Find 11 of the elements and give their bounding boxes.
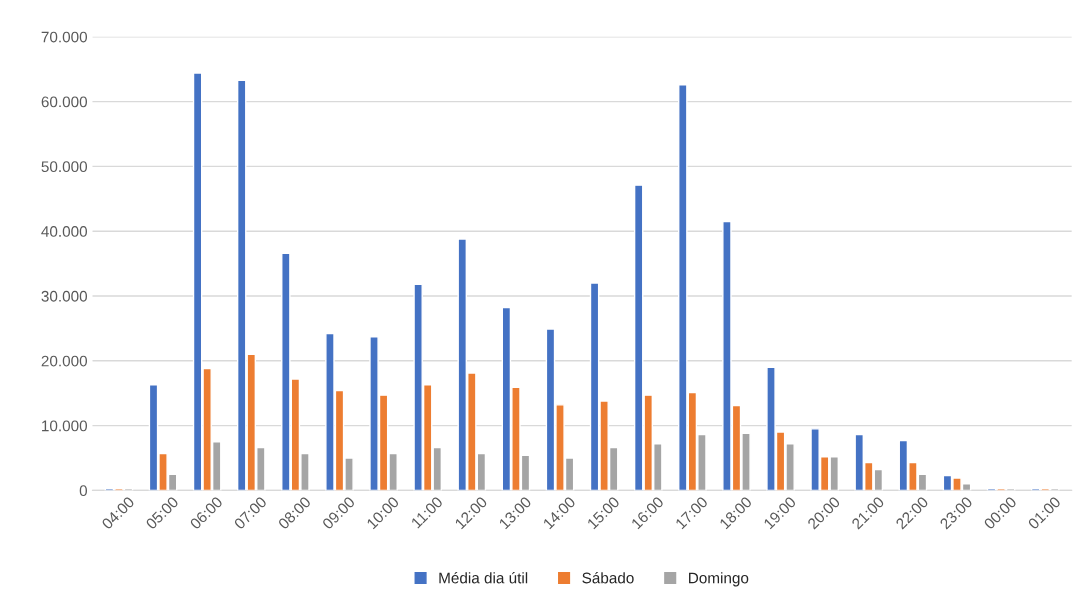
- legend-label: Domingo: [689, 572, 749, 587]
- legend-label: Sábado: [582, 572, 634, 584]
- y-tick-label: 20.000: [41, 355, 88, 367]
- legend-label: Média dia útil: [439, 572, 528, 584]
- y-tick-label: 70.000: [41, 31, 88, 43]
- y-tick-label: 50.000: [41, 161, 88, 173]
- y-tick-label: 0: [79, 485, 88, 497]
- y-tick-label: 10.000: [42, 420, 88, 432]
- y-tick-label: 40.000: [41, 226, 88, 237]
- y-tick-label: 30.000: [41, 290, 88, 302]
- y-tick-label: 60.000: [41, 96, 88, 108]
